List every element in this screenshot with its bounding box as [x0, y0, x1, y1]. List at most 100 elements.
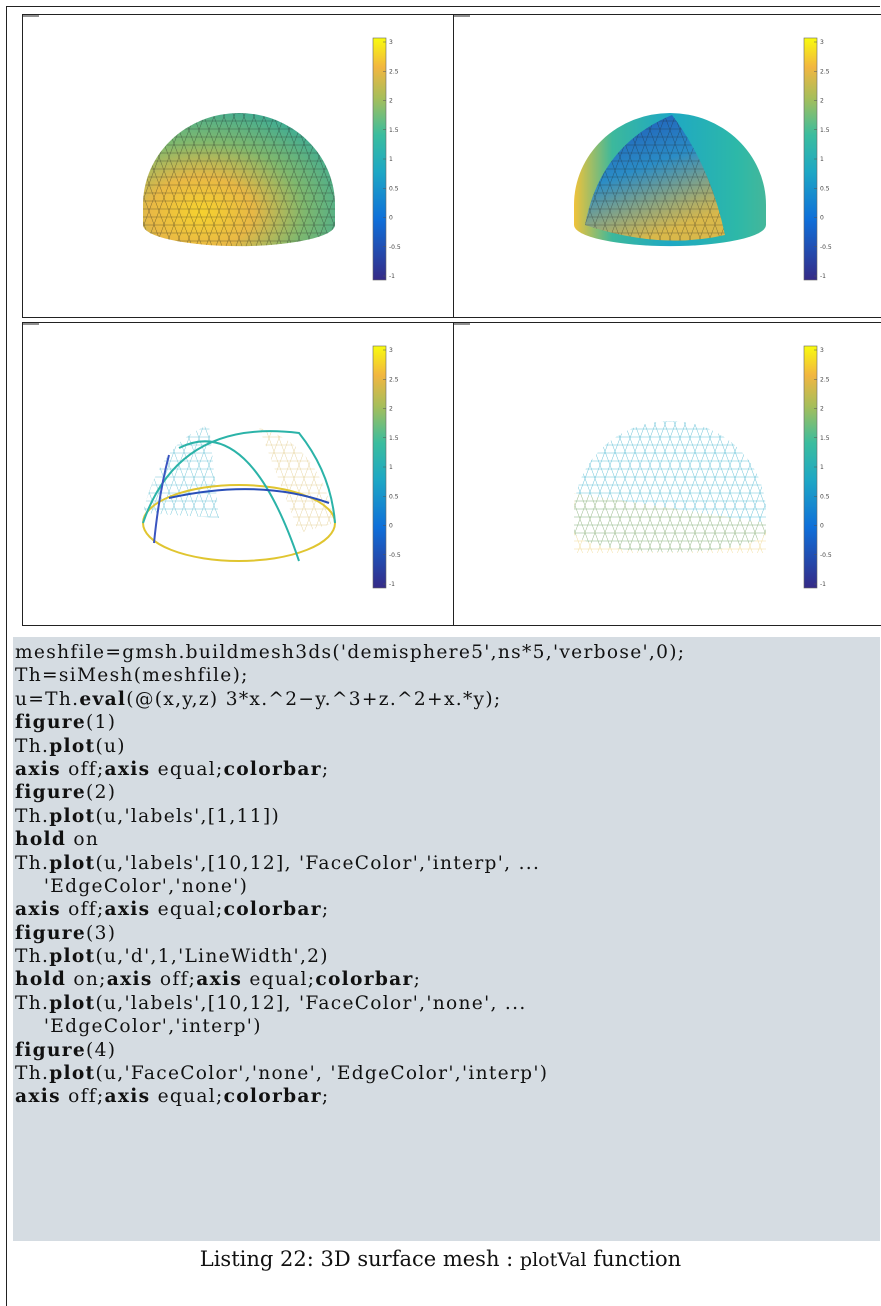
code-text: equal; [150, 1086, 224, 1108]
code-line: figure(1) [15, 711, 880, 734]
colorbar-tick-label: 2.5 [389, 68, 399, 75]
code-keyword: colorbar [223, 758, 322, 780]
code-line: Th.plot(u) [15, 735, 880, 758]
code-keyword: colorbar [223, 1086, 322, 1108]
code-keyword: eval [79, 688, 127, 710]
colorbar-tick-label: 1 [389, 156, 393, 163]
code-keyword: colorbar [315, 969, 414, 991]
code-text: ; [321, 1086, 330, 1108]
caption-suffix: function [586, 1247, 682, 1271]
colorbar-tick-label: 0 [389, 215, 393, 222]
code-text: Th. [15, 1063, 50, 1085]
arc-edge [178, 440, 300, 562]
arc-edge [168, 488, 330, 504]
page-frame [6, 6, 880, 1306]
code-keyword: plot [49, 946, 96, 968]
code-text: Th. [15, 735, 50, 757]
code-keyword: axis [104, 758, 151, 780]
code-line: Th=siMesh(meshfile); [15, 664, 880, 687]
code-keyword: axis [15, 899, 61, 921]
colorbar-tick-label: -1 [820, 581, 826, 588]
code-keyword: plot [49, 852, 96, 874]
figure-grid: 3 2.5 2 1.5 1 0.5 0 -0.5 -1 3 2.5 2 1.5 1 0.5 0 -0.5 -1 … [22, 14, 881, 629]
colorbar-tick-label: -1 [389, 581, 395, 588]
colorbar-tick-label: 0 [820, 215, 824, 222]
colorbar-tick-label: -0.5 [820, 244, 832, 251]
code-line: Th.plot(u,'FaceColor','none', 'EdgeColor… [15, 1062, 880, 1085]
colorbar-tick-label: -0.5 [820, 552, 832, 559]
code-line: axis off;axis equal;colorbar; [15, 1085, 880, 1108]
figure-4-panel: 3 2.5 2 1.5 1 0.5 0 -0.5 -1 [453, 322, 881, 626]
code-text: off; [60, 899, 105, 921]
code-listing: meshfile=gmsh.buildmesh3ds('demisphere5'… [13, 637, 880, 1241]
caption-prefix: Listing 22: 3D surface mesh : [199, 1247, 520, 1271]
code-text: (@(x,y,z) 3*x.^2−y.^3+z.^2+x.*y); [126, 688, 502, 710]
code-line: Th.plot(u,'labels',[10,12], 'FaceColor',… [15, 852, 880, 875]
colorbar-tick-label: 2 [389, 98, 393, 105]
code-keyword: axis [106, 969, 153, 991]
code-text: (u,'labels',[10,12], 'FaceColor','interp… [95, 852, 541, 874]
arc-edge [142, 430, 336, 524]
code-keyword: plot [49, 805, 96, 827]
figure-1-plot: 3 2.5 2 1.5 1 0.5 0 -0.5 -1 [23, 15, 401, 281]
code-line: 'EdgeColor','interp') [15, 1015, 880, 1038]
figure-3-panel: 3 2.5 2 1.5 1 0.5 0 -0.5 -1 [22, 322, 454, 626]
code-keyword: axis [104, 899, 151, 921]
colorbar-tick-label: 2.5 [820, 376, 830, 383]
code-text: off; [60, 1086, 105, 1108]
code-line: 'EdgeColor','none') [15, 875, 880, 898]
code-text: 'EdgeColor','none') [15, 875, 249, 897]
code-text: equal; [150, 899, 224, 921]
code-text: u=Th. [15, 688, 80, 710]
hemisphere-surface [143, 113, 335, 247]
code-keyword: figure [15, 1039, 87, 1061]
code-text: (4) [86, 1039, 117, 1061]
colorbar-tick-label: -1 [820, 273, 826, 280]
code-line: Th.plot(u,'labels',[10,12], 'FaceColor',… [15, 992, 880, 1015]
figure-3-plot: 3 2.5 2 1.5 1 0.5 0 -0.5 -1 [23, 323, 401, 589]
colorbar-tick-label: 0 [389, 523, 393, 530]
code-line: Th.plot(u,'d',1,'LineWidth',2) [15, 945, 880, 968]
code-text: (u,'labels',[1,11]) [95, 805, 281, 827]
code-text: ; [321, 758, 330, 780]
code-text: (u,'labels',[10,12], 'FaceColor','none',… [95, 992, 527, 1014]
code-text: Th. [15, 805, 50, 827]
code-keyword: axis [15, 758, 61, 780]
colorbar-tick-label: 3 [820, 347, 824, 354]
code-line: axis off;axis equal;colorbar; [15, 758, 880, 781]
colorbar-tick-label: 3 [389, 347, 393, 354]
code-keyword: plot [49, 735, 96, 757]
colorbar-tick-label: 3 [389, 39, 393, 46]
figure-2-panel: 3 2.5 2 1.5 1 0.5 0 -0.5 -1 [453, 14, 881, 318]
code-keyword: plot [49, 992, 96, 1014]
code-text: Th=siMesh(meshfile); [15, 665, 249, 687]
listing-caption: Listing 22: 3D surface mesh : plotVal fu… [0, 1247, 881, 1271]
code-text: on; [66, 969, 107, 991]
code-keyword: figure [15, 922, 87, 944]
colorbar-tick-label: 1.5 [820, 127, 830, 134]
colorbar-tick-label: 3 [820, 39, 824, 46]
code-line: hold on;axis off;axis equal;colorbar; [15, 968, 880, 991]
code-text: (1) [86, 712, 117, 734]
code-keyword: figure [15, 782, 87, 804]
code-keyword: plot [49, 1063, 96, 1085]
arc-edge [153, 454, 170, 544]
colorbar-tick-label: -1 [389, 273, 395, 280]
code-text: Th. [15, 992, 50, 1014]
colorbar-tick-label: 2 [820, 406, 824, 413]
figure-2-plot: 3 2.5 2 1.5 1 0.5 0 -0.5 -1 [454, 15, 832, 281]
code-keyword: colorbar [223, 899, 322, 921]
code-text: (2) [86, 782, 117, 804]
code-line: Th.plot(u,'labels',[1,11]) [15, 805, 880, 828]
code-keyword: hold [15, 969, 67, 991]
colorbar-tick-label: 1 [389, 464, 393, 471]
code-line: figure(4) [15, 1039, 880, 1062]
figure-4-plot: 3 2.5 2 1.5 1 0.5 0 -0.5 -1 [454, 323, 832, 589]
code-text: equal; [150, 758, 224, 780]
code-line: meshfile=gmsh.buildmesh3ds('demisphere5'… [15, 641, 880, 664]
colorbar-tick-label: 0.5 [389, 493, 399, 500]
code-text: ; [413, 969, 422, 991]
code-text: Th. [15, 852, 50, 874]
code-keyword: figure [15, 712, 87, 734]
colorbar-tick-label: 1 [820, 464, 824, 471]
